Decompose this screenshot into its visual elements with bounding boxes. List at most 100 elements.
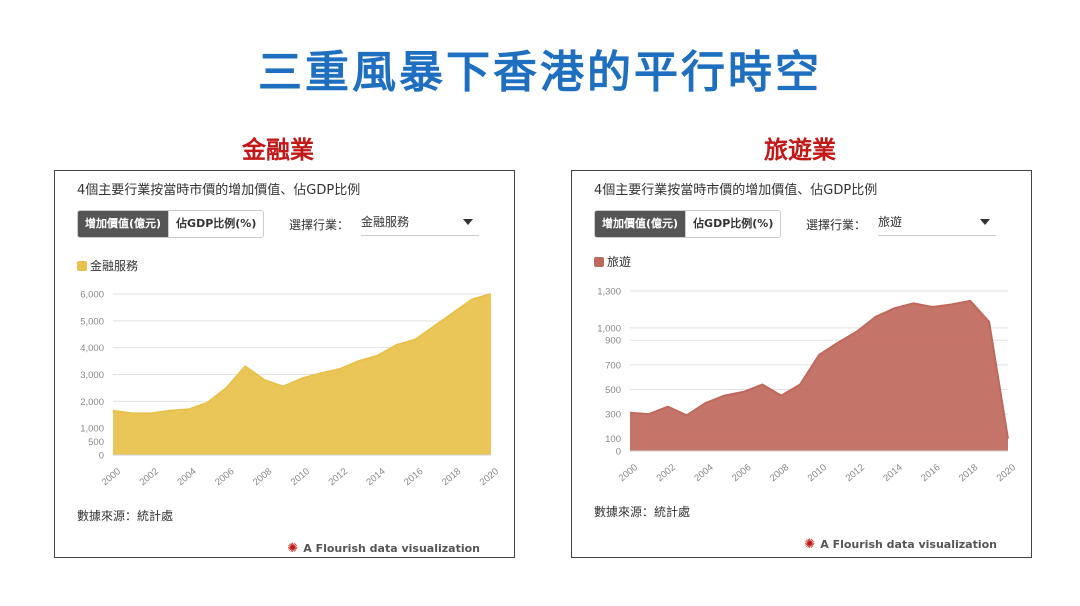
data-point[interactable] (893, 306, 897, 310)
x-tick-label: 2018 (957, 462, 980, 484)
data-source: 數據來源：統計處 (77, 509, 174, 523)
chart-panel-tourism: 4個主要行業按當時市價的增加價值、佔GDP比例 增加價值(億元) 佔GDP比例(… (571, 170, 1032, 558)
data-point[interactable] (357, 359, 361, 363)
data-point[interactable] (666, 405, 670, 409)
data-point[interactable] (987, 320, 991, 324)
metric-toggle: 增加價值(億元) 佔GDP比例(%) (594, 210, 782, 238)
y-tick-label: 1,000 (597, 323, 621, 334)
y-tick-label: 500 (605, 385, 621, 396)
data-point[interactable] (432, 324, 436, 328)
chart-legend: 金融服務 (77, 257, 138, 274)
y-tick-label: 300 (605, 410, 621, 421)
legend-swatch (594, 256, 604, 267)
x-tick-label: 2012 (327, 466, 350, 488)
data-point[interactable] (930, 305, 934, 309)
data-point[interactable] (760, 383, 764, 387)
chart-title: 4個主要行業按當時市價的增加價值、佔GDP比例 (77, 183, 361, 198)
data-point[interactable] (168, 409, 172, 413)
data-point[interactable] (470, 297, 474, 301)
data-point[interactable] (628, 411, 632, 415)
data-point[interactable] (798, 383, 802, 387)
data-point[interactable] (262, 378, 266, 382)
data-point[interactable] (836, 341, 840, 345)
data-point[interactable] (224, 386, 228, 390)
x-tick-label: 2008 (251, 466, 274, 488)
data-source: 數據來源：統計處 (594, 505, 691, 519)
flourish-credit[interactable]: ✺ A Flourish data visualization (287, 541, 480, 556)
data-point[interactable] (874, 315, 878, 319)
data-point[interactable] (149, 411, 153, 415)
data-point[interactable] (376, 354, 380, 358)
x-tick-label: 2010 (806, 462, 829, 484)
flourish-credit-text: A Flourish data visualization (303, 542, 480, 555)
y-tick-label: 3,000 (80, 370, 104, 381)
x-tick-label: 2014 (881, 462, 904, 484)
x-tick-label: 2014 (364, 466, 387, 488)
metric-toggle: 增加價值(億元) 佔GDP比例(%) (77, 210, 265, 238)
data-point[interactable] (281, 385, 285, 389)
x-tick-label: 2006 (730, 462, 753, 484)
data-point[interactable] (338, 367, 342, 371)
y-tick-label: 0 (616, 447, 621, 458)
series-line (112, 293, 492, 415)
x-tick-label: 2020 (478, 466, 501, 488)
x-tick-label: 2016 (919, 462, 942, 484)
industry-select-value: 金融服務 (361, 215, 410, 229)
y-tick-label: 5,000 (80, 316, 104, 327)
data-point[interactable] (489, 292, 493, 296)
y-tick-label: 4,000 (80, 343, 104, 354)
x-tick-label: 2002 (655, 462, 678, 484)
data-point[interactable] (187, 407, 191, 411)
flourish-logo-icon: ✺ (804, 537, 816, 552)
data-point[interactable] (647, 412, 651, 416)
industry-select[interactable]: 金融服務 (361, 209, 479, 236)
data-point[interactable] (912, 301, 916, 305)
area-series[interactable] (113, 294, 491, 455)
area-series[interactable] (630, 300, 1008, 451)
series-line (629, 299, 1009, 439)
flourish-credit-text: A Flourish data visualization (820, 538, 997, 551)
industry-select-label: 選擇行業： (289, 218, 350, 232)
data-point[interactable] (300, 377, 304, 381)
data-point[interactable] (206, 401, 210, 405)
data-point[interactable] (111, 409, 115, 413)
section-title-finance: 金融業 (242, 136, 314, 164)
data-point[interactable] (949, 303, 953, 307)
flourish-logo-icon: ✺ (287, 541, 299, 556)
data-point[interactable] (741, 390, 745, 394)
data-point[interactable] (130, 411, 134, 415)
data-point[interactable] (817, 353, 821, 357)
data-point[interactable] (1006, 437, 1010, 441)
data-point[interactable] (968, 299, 972, 303)
toggle-gdp-share[interactable]: 佔GDP比例(%) (685, 211, 781, 237)
toggle-value-added[interactable]: 增加價值(億元) (78, 211, 169, 237)
chart-title: 4個主要行業按當時市價的增加價值、佔GDP比例 (594, 183, 878, 198)
data-point[interactable] (451, 311, 455, 315)
data-point[interactable] (704, 401, 708, 405)
y-tick-label: 900 (605, 336, 621, 347)
x-tick-label: 2004 (175, 466, 198, 488)
y-tick-label: 0 (99, 451, 104, 462)
toggle-gdp-share[interactable]: 佔GDP比例(%) (168, 211, 264, 237)
data-point[interactable] (685, 413, 689, 417)
data-point[interactable] (319, 371, 323, 375)
data-point[interactable] (855, 330, 859, 334)
data-point[interactable] (413, 338, 417, 342)
section-title-tourism: 旅遊業 (764, 136, 836, 164)
data-point[interactable] (723, 394, 727, 398)
x-tick-label: 2000 (617, 462, 640, 484)
data-point[interactable] (243, 364, 247, 368)
industry-select-value: 旅遊 (878, 215, 903, 229)
x-tick-label: 2012 (844, 462, 867, 484)
industry-select[interactable]: 旅遊 (878, 209, 996, 236)
toggle-value-added[interactable]: 增加價值(億元) (595, 211, 686, 237)
flourish-credit[interactable]: ✺ A Flourish data visualization (804, 537, 997, 552)
data-point[interactable] (779, 394, 783, 398)
chart-panel-finance: 4個主要行業按當時市價的增加價值、佔GDP比例 增加價值(億元) 佔GDP比例(… (54, 170, 515, 558)
y-tick-label: 100 (605, 434, 621, 445)
x-tick-label: 2008 (768, 462, 791, 484)
data-point[interactable] (395, 343, 399, 347)
y-tick-label: 1,000 (80, 424, 104, 435)
chevron-down-icon (980, 219, 990, 225)
legend-label: 金融服務 (90, 259, 139, 273)
